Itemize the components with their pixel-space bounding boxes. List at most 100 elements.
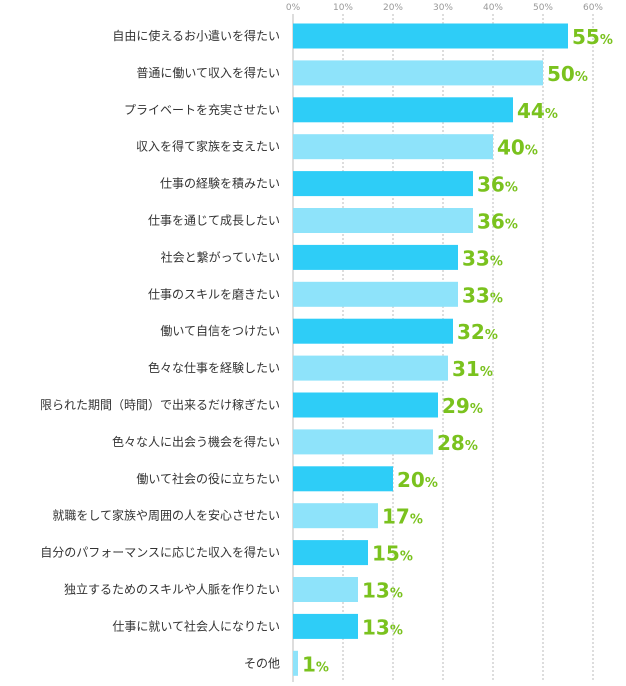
bar bbox=[293, 60, 543, 86]
value-label: 50% bbox=[547, 62, 588, 86]
bar bbox=[293, 429, 433, 455]
value-label: 13% bbox=[362, 615, 403, 639]
value-label: 1% bbox=[302, 652, 329, 676]
value-label: 28% bbox=[437, 431, 478, 455]
value-unit: % bbox=[390, 623, 403, 638]
category-labels: 自由に使えるお小遣いを得たい普通に働いて収入を得たいプライベートを充実させたい収… bbox=[40, 28, 280, 670]
bar bbox=[293, 577, 358, 602]
bar bbox=[293, 134, 493, 160]
category-label: 自由に使えるお小遣いを得たい bbox=[112, 28, 280, 43]
value-label: 55% bbox=[572, 25, 613, 49]
value-unit: % bbox=[505, 181, 518, 196]
value-unit: % bbox=[425, 476, 438, 491]
value-unit: % bbox=[505, 218, 518, 233]
bar bbox=[293, 318, 453, 344]
value-unit: % bbox=[470, 402, 483, 417]
value-unit: % bbox=[400, 550, 413, 565]
bar bbox=[293, 503, 378, 529]
x-tick-label: 20% bbox=[383, 3, 403, 13]
value-unit: % bbox=[480, 365, 493, 380]
value-number: 32 bbox=[457, 320, 485, 344]
value-number: 1 bbox=[302, 652, 316, 676]
bar bbox=[293, 540, 368, 566]
x-tick-label: 50% bbox=[533, 3, 553, 13]
category-label: 独立するためのスキルや人脈を作りたい bbox=[64, 582, 280, 597]
value-number: 55 bbox=[572, 25, 600, 49]
value-number: 44 bbox=[517, 99, 545, 123]
bar bbox=[293, 355, 448, 381]
category-label: 収入を得て家族を支えたい bbox=[136, 139, 280, 154]
value-label: 40% bbox=[497, 136, 538, 160]
value-unit: % bbox=[600, 33, 613, 48]
category-label: 仕事のスキルを磨きたい bbox=[148, 287, 280, 301]
bars bbox=[293, 23, 568, 676]
value-number: 40 bbox=[497, 136, 525, 160]
value-unit: % bbox=[575, 70, 588, 85]
category-label: 自分のパフォーマンスに応じた収入を得たい bbox=[40, 545, 280, 560]
value-number: 36 bbox=[477, 173, 505, 197]
x-tick-label: 60% bbox=[583, 3, 603, 13]
value-number: 13 bbox=[362, 579, 390, 603]
category-label: 仕事の経験を積みたい bbox=[160, 176, 280, 191]
category-label: 普通に働いて収入を得たい bbox=[136, 65, 280, 80]
value-label: 36% bbox=[477, 210, 518, 234]
value-label: 36% bbox=[477, 173, 518, 197]
value-unit: % bbox=[465, 439, 478, 454]
value-number: 31 bbox=[452, 357, 480, 381]
value-unit: % bbox=[490, 254, 503, 269]
value-label: 31% bbox=[452, 357, 493, 381]
value-unit: % bbox=[485, 328, 498, 343]
value-label: 33% bbox=[462, 246, 503, 270]
category-label: 働いて社会の役に立ちたい bbox=[136, 471, 280, 486]
value-label: 13% bbox=[362, 579, 403, 603]
category-label: 仕事に就いて社会人になりたい bbox=[112, 618, 280, 633]
category-label: 仕事を通じて成長したい bbox=[148, 214, 280, 228]
value-label: 33% bbox=[462, 283, 503, 307]
bar bbox=[293, 97, 513, 123]
category-label: プライベートを充実させたい bbox=[124, 102, 280, 117]
bar bbox=[293, 208, 473, 233]
value-label: 20% bbox=[397, 468, 438, 492]
category-label: 色々な人に出会う機会を得たい bbox=[112, 434, 280, 449]
category-label: 就職をして家族や周囲の人を安心させたい bbox=[52, 508, 280, 523]
value-number: 50 bbox=[547, 62, 575, 86]
value-number: 20 bbox=[397, 468, 425, 492]
bar bbox=[293, 650, 298, 676]
bar bbox=[293, 244, 458, 270]
value-label: 32% bbox=[457, 320, 498, 344]
bar bbox=[293, 466, 393, 492]
value-label: 29% bbox=[442, 394, 483, 418]
x-tick-label: 10% bbox=[333, 3, 353, 13]
value-number: 33 bbox=[462, 283, 490, 307]
value-unit: % bbox=[316, 660, 329, 675]
value-unit: % bbox=[525, 144, 538, 159]
x-axis-tick-labels: 0% 10% 20% 30% 40% 50% 60% bbox=[286, 3, 604, 13]
x-tick-label: 30% bbox=[433, 3, 453, 13]
value-unit: % bbox=[410, 513, 423, 528]
bar bbox=[293, 281, 458, 307]
value-number: 13 bbox=[362, 615, 390, 639]
value-labels: 55%50%44%40%36%36%33%33%32%31%29%28%20%1… bbox=[302, 25, 613, 676]
bar bbox=[293, 23, 568, 49]
category-label: 社会と繋がっていたい bbox=[161, 249, 280, 264]
value-number: 33 bbox=[462, 246, 490, 270]
category-label: 色々な仕事を経験したい bbox=[148, 360, 280, 375]
bar bbox=[293, 392, 438, 418]
value-unit: % bbox=[545, 107, 558, 122]
value-label: 17% bbox=[382, 505, 423, 529]
category-label: その他 bbox=[244, 656, 280, 670]
value-label: 44% bbox=[517, 99, 558, 123]
value-number: 28 bbox=[437, 431, 465, 455]
value-number: 15 bbox=[372, 542, 400, 566]
value-label: 15% bbox=[372, 542, 413, 566]
value-number: 17 bbox=[382, 505, 410, 529]
x-tick-label: 40% bbox=[483, 3, 503, 13]
category-label: 働いて自信をつけたい bbox=[160, 324, 280, 338]
value-number: 36 bbox=[477, 210, 505, 234]
value-unit: % bbox=[390, 587, 403, 602]
bar bbox=[293, 171, 473, 197]
value-number: 29 bbox=[442, 394, 470, 418]
value-unit: % bbox=[490, 291, 503, 306]
grid-lines bbox=[292, 14, 594, 682]
